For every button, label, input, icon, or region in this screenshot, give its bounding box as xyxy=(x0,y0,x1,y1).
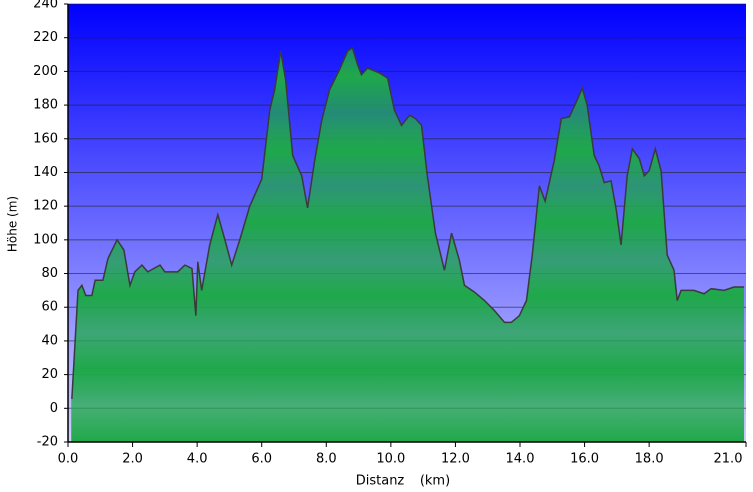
y-tick-label: 140 xyxy=(33,165,58,180)
y-tick-label: 180 xyxy=(33,98,58,113)
line xyxy=(71,46,745,399)
y-tick-label: 200 xyxy=(33,64,58,79)
y-tick-label: 20 xyxy=(41,367,58,382)
x-tick-label: 12.0 xyxy=(441,452,470,467)
y-axis-label: Höhe (m) xyxy=(6,196,20,252)
x-tick-label: 10.0 xyxy=(376,452,405,467)
x-tick-label: 0.0 xyxy=(58,452,79,467)
area xyxy=(71,47,745,443)
y-tick-label: 80 xyxy=(41,266,58,281)
y-tick-label: 0 xyxy=(50,401,58,416)
x-tick-label: 2.0 xyxy=(122,452,143,467)
x-tick-label: 14.0 xyxy=(506,452,535,467)
y-tick-label: 100 xyxy=(33,232,58,247)
x-axis-unit: (km) xyxy=(420,474,450,489)
x-axis-label: Distanz xyxy=(356,474,405,489)
x-tick-label: 8.0 xyxy=(316,452,337,467)
y-tick-label: 240 xyxy=(33,0,58,12)
x-tick-label: 21.0 xyxy=(714,452,743,467)
y-tick-label: 60 xyxy=(41,300,58,315)
x-tick-label: 4.0 xyxy=(187,452,208,467)
x-tick-label: 18.0 xyxy=(635,452,664,467)
y-tick-label: 120 xyxy=(33,199,58,214)
y-tick-label: 40 xyxy=(41,333,58,348)
y-tick-label: 220 xyxy=(33,30,58,45)
x-tick-label: 6.0 xyxy=(251,452,272,467)
x-tick-label: 16.0 xyxy=(570,452,599,467)
y-tick-label: -20 xyxy=(37,435,58,450)
y-tick-label: 160 xyxy=(33,131,58,146)
